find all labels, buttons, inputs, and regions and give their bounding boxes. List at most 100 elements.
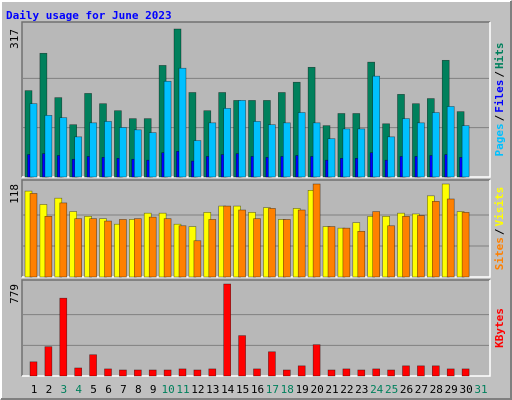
bar: [357, 369, 366, 377]
bar: [402, 216, 410, 278]
bar: [119, 369, 127, 377]
bar: [44, 216, 53, 278]
bar: [402, 365, 410, 377]
bar: [148, 369, 157, 377]
bar: [238, 100, 246, 178]
x-tick-label: 24: [370, 383, 384, 396]
x-tick-label: 31: [474, 383, 487, 396]
bar: [253, 218, 261, 278]
bar: [342, 128, 351, 178]
bar: [431, 112, 440, 178]
legend-entry: Sites: [493, 237, 506, 270]
bar: [253, 368, 261, 377]
bar: [268, 124, 276, 178]
x-tick-label: 19: [296, 383, 309, 396]
bar: [134, 369, 142, 377]
bar: [446, 106, 455, 178]
panel-bevel: [22, 280, 491, 377]
y-tick-label: 118: [8, 184, 21, 204]
bar: [178, 67, 187, 178]
x-tick-label: 14: [221, 383, 235, 396]
legend-entry: Hits: [493, 43, 506, 70]
x-tick-label: 20: [310, 383, 323, 396]
bar: [238, 335, 246, 377]
x-tick-label: 12: [191, 383, 204, 396]
bar: [417, 215, 425, 278]
bar: [208, 219, 217, 278]
panel-bevel: [21, 21, 490, 177]
bar: [372, 75, 381, 178]
legend-separator: /: [493, 114, 506, 121]
bar: [89, 122, 97, 178]
panel-bevel: [21, 279, 490, 376]
bar: [89, 354, 97, 377]
legend-entry: KBytes: [493, 308, 506, 348]
x-tick-label: 3: [60, 383, 67, 396]
x-tick-label: 23: [355, 383, 368, 396]
x-tick-label: 25: [385, 383, 398, 396]
bar: [446, 198, 455, 278]
x-tick-label: 13: [206, 383, 219, 396]
legend-entry: Visits: [493, 187, 506, 227]
bar: [327, 369, 336, 377]
legend-entry: Files: [493, 80, 506, 113]
x-tick-label: 2: [46, 383, 53, 396]
bar: [446, 368, 455, 377]
bar: [223, 283, 231, 377]
bar: [193, 369, 202, 377]
bar: [193, 140, 202, 178]
bar: [163, 80, 172, 178]
bar: [297, 112, 306, 178]
x-tick-label: 16: [251, 383, 264, 396]
bar: [104, 368, 112, 377]
bar: [178, 225, 187, 278]
x-tick-label: 17: [266, 383, 279, 396]
bar: [104, 220, 112, 278]
x-tick-label: 27: [415, 383, 428, 396]
bar: [282, 122, 291, 178]
bar: [134, 129, 142, 178]
bar: [89, 218, 97, 278]
legend: KBytes: [493, 308, 506, 348]
y-tick-label: 317: [8, 29, 21, 49]
x-tick-label: 18: [281, 383, 294, 396]
bar: [461, 125, 470, 178]
bar: [461, 212, 470, 278]
bar: [74, 136, 82, 178]
x-tick-label: 15: [236, 383, 249, 396]
x-tick-label: 9: [150, 383, 157, 396]
bar: [387, 136, 395, 178]
bar: [148, 132, 157, 178]
y-tick-label: 779: [8, 284, 21, 304]
bar: [461, 368, 470, 377]
x-tick-label: 7: [120, 383, 127, 396]
x-tick-label: 6: [105, 383, 112, 396]
x-tick-label: 4: [75, 383, 82, 396]
bar: [312, 122, 321, 178]
bar: [372, 368, 381, 377]
bar: [59, 202, 68, 278]
panel-bevel: [21, 179, 490, 277]
bar: [253, 121, 261, 178]
bar: [282, 219, 291, 278]
x-tick-label: 21: [325, 383, 338, 396]
legend: Sites /Visits: [493, 187, 506, 271]
x-tick-label: 11: [176, 383, 189, 396]
bar: [387, 225, 395, 278]
bar: [342, 368, 351, 377]
x-tick-label: 28: [430, 383, 443, 396]
x-tick-label: 30: [459, 383, 472, 396]
bar: [59, 117, 68, 178]
bar: [134, 218, 142, 278]
bar: [29, 361, 38, 377]
x-tick-label: 1: [31, 383, 38, 396]
bar: [193, 240, 202, 278]
bar: [148, 216, 157, 278]
bar: [29, 193, 38, 278]
bar: [178, 368, 187, 377]
bar: [44, 115, 53, 178]
chart-title: Daily usage for June 2023: [6, 9, 172, 22]
